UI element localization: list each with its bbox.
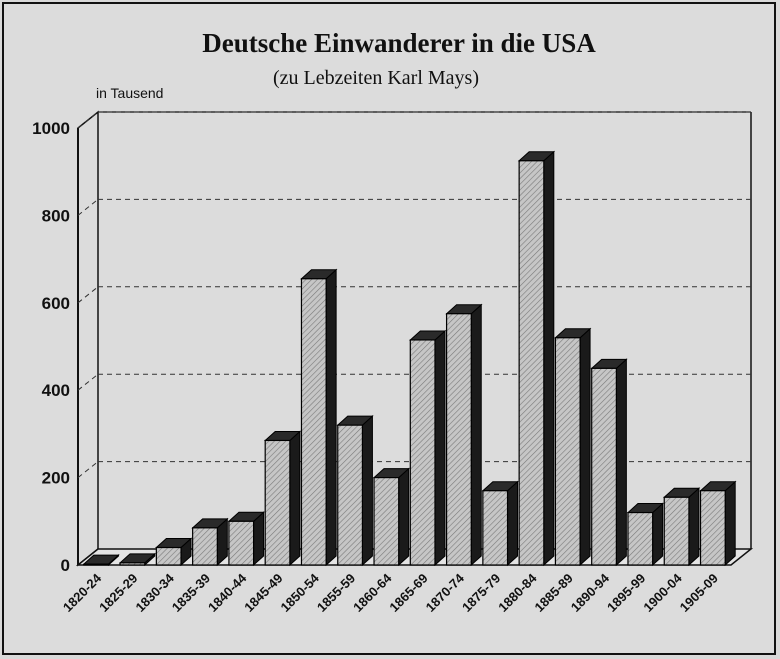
grid-line-diagonal xyxy=(77,199,99,216)
bar xyxy=(626,502,664,567)
bar-side xyxy=(434,329,446,567)
bar xyxy=(517,150,556,567)
bar xyxy=(554,327,592,567)
x-tick-label: 1835-39 xyxy=(169,571,213,615)
bar-side xyxy=(615,358,627,567)
y-tick-label: 600 xyxy=(42,294,70,313)
bar xyxy=(481,480,519,567)
x-tick-label: 1885-89 xyxy=(532,571,576,615)
bar xyxy=(263,430,302,567)
bar xyxy=(300,268,338,567)
bar-side xyxy=(724,480,736,567)
bar-front xyxy=(119,562,146,566)
bar-front xyxy=(337,424,364,566)
bar xyxy=(699,480,737,567)
bar-side xyxy=(579,327,591,567)
bar-front xyxy=(228,520,255,566)
x-tick-label: 1880-84 xyxy=(495,570,540,615)
x-tick-label: 1850-54 xyxy=(278,570,323,615)
bar xyxy=(82,554,120,567)
bar xyxy=(409,329,447,567)
x-tick-label: 1855-59 xyxy=(314,571,358,615)
bar-side xyxy=(325,268,337,567)
bar xyxy=(191,517,229,567)
bar-front xyxy=(699,490,726,566)
y-tick-label: 400 xyxy=(42,381,70,400)
chart-title: Deutsche Einwanderer in die USA xyxy=(202,28,596,58)
bar-front xyxy=(83,563,110,566)
grid-line-diagonal xyxy=(77,286,99,304)
bar-front xyxy=(554,337,581,566)
grid-line-diagonal xyxy=(77,111,99,129)
x-tick-label: 1890-94 xyxy=(568,570,613,615)
x-tick-label: 1845-49 xyxy=(241,571,285,615)
bar-front xyxy=(373,477,400,566)
bar-side xyxy=(688,487,700,567)
bar xyxy=(445,303,483,567)
bar-side xyxy=(361,415,373,567)
bar-side xyxy=(543,150,555,567)
bar-front xyxy=(264,439,291,566)
bar-front xyxy=(409,339,436,566)
y-tick-label: 1000 xyxy=(32,119,70,138)
bar-front xyxy=(482,490,509,566)
bar xyxy=(372,467,410,567)
bar-side xyxy=(470,303,482,567)
bar-front xyxy=(155,546,182,566)
grid-line-diagonal xyxy=(77,373,99,391)
x-tick-label: 1830-34 xyxy=(132,570,177,615)
bar-side xyxy=(507,480,519,567)
bar xyxy=(155,537,193,567)
bar-front xyxy=(300,278,327,566)
y-tick-label: 800 xyxy=(42,206,70,225)
left-wall xyxy=(77,110,99,567)
chart: Deutsche Einwanderer in die USA (zu Lebz… xyxy=(32,28,754,615)
x-tick-label: 1860-64 xyxy=(350,570,395,615)
grid-line-diagonal xyxy=(77,461,99,478)
bar-front xyxy=(192,527,218,566)
bar-front xyxy=(663,496,690,566)
x-tick-label: 1865-69 xyxy=(386,571,430,615)
x-tick-label: 1875-79 xyxy=(459,571,503,615)
x-tick-label: 1820-24 xyxy=(60,570,105,615)
x-tick-label: 1825-29 xyxy=(96,571,140,615)
bar xyxy=(662,487,701,567)
y-tick-label: 200 xyxy=(42,469,70,488)
bar-side xyxy=(398,467,410,567)
y-tick-label: 0 xyxy=(61,556,70,575)
bar xyxy=(118,552,157,567)
bar xyxy=(590,358,628,567)
x-tick-label: 1895-99 xyxy=(604,571,648,615)
bar xyxy=(227,511,265,567)
bar-front xyxy=(591,367,617,566)
x-tick-label: 1870-74 xyxy=(423,570,468,615)
chart-subtitle: (zu Lebzeiten Karl Mays) xyxy=(273,67,479,89)
x-tick-label: 1905-09 xyxy=(677,571,721,615)
bar xyxy=(336,415,374,567)
bar-front xyxy=(445,313,472,566)
bar-side xyxy=(289,430,301,567)
y-axis-label: in Tausend xyxy=(96,85,163,101)
bar-front xyxy=(627,511,654,566)
x-tick-label: 1900-04 xyxy=(640,570,685,615)
bar-side xyxy=(652,502,664,567)
x-tick-label: 1840-44 xyxy=(205,570,250,615)
bar-front xyxy=(518,160,545,566)
